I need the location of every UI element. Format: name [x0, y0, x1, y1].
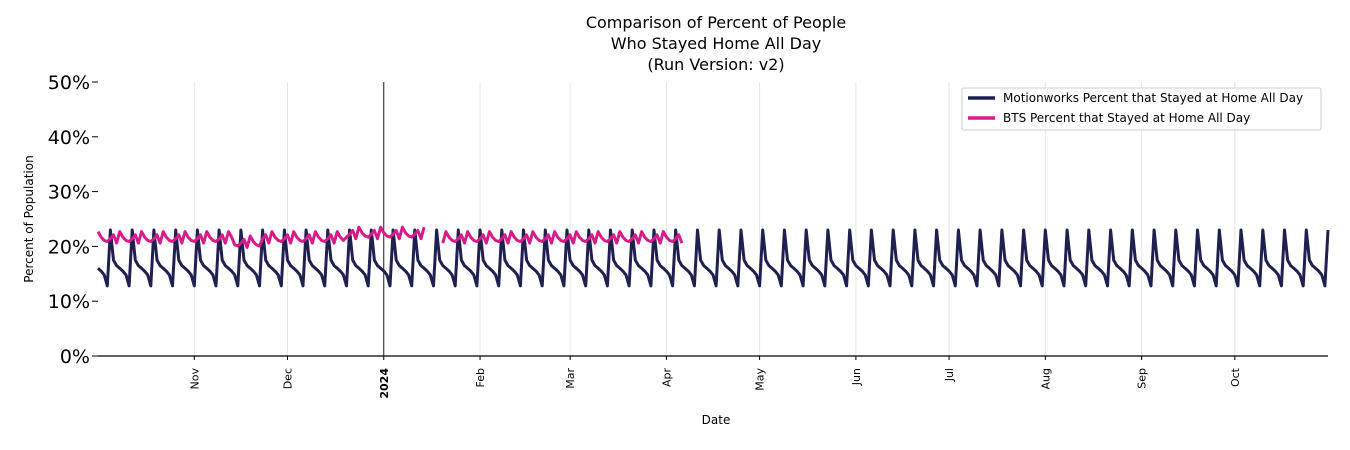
x-tick-label: Jul	[943, 368, 956, 382]
x-tick-label: Sep	[1136, 368, 1149, 389]
x-tick-label: Jun	[850, 368, 863, 386]
axes	[92, 81, 1328, 360]
series-line-bts	[441, 230, 684, 245]
series-line-motionworks	[96, 228, 1330, 288]
y-axis-label: Percent of Population	[22, 155, 36, 282]
legend-label-motionworks: Motionworks Percent that Stayed at Home …	[1003, 91, 1303, 105]
x-tick-label: Nov	[188, 368, 201, 390]
x-tick-label: Oct	[1229, 367, 1242, 387]
x-tick-label: May	[754, 368, 767, 391]
series-lines	[96, 225, 1330, 288]
y-tick-label: 50%	[48, 72, 90, 94]
chart-title: Comparison of Percent of People Who Stay…	[586, 13, 846, 74]
x-tick-label: Aug	[1039, 368, 1052, 389]
x-axis-label: Date	[702, 413, 731, 427]
chart-title-line-1: Comparison of Percent of People	[586, 13, 846, 32]
x-tick-labels: Nov Dec 2024 Feb Mar Apr May Jun Jul Aug Sep Oct	[188, 367, 1242, 398]
chart-title-line-2: Who Stayed Home All Day	[611, 34, 821, 53]
chart-title-line-3: (Run Version: v2)	[647, 55, 784, 74]
y-tick-label: 0%	[60, 346, 90, 368]
x-tick-label: Mar	[564, 368, 577, 389]
legend-label-bts: BTS Percent that Stayed at Home All Day	[1003, 111, 1250, 125]
y-tick-labels: 0% 10% 20% 30% 40% 50%	[48, 72, 90, 368]
y-tick-label: 20%	[48, 236, 90, 258]
legend: Motionworks Percent that Stayed at Home …	[961, 87, 1322, 131]
series-line-bts	[96, 225, 426, 249]
y-tick-label: 30%	[48, 182, 90, 204]
x-tick-label: Apr	[660, 368, 673, 388]
y-tick-label: 40%	[48, 127, 90, 149]
x-tick-label: 2024	[378, 368, 391, 399]
y-tick-label: 10%	[48, 291, 90, 313]
x-tick-label: Dec	[281, 368, 294, 389]
x-tick-label: Feb	[474, 368, 487, 387]
legend-frame	[961, 87, 1322, 131]
